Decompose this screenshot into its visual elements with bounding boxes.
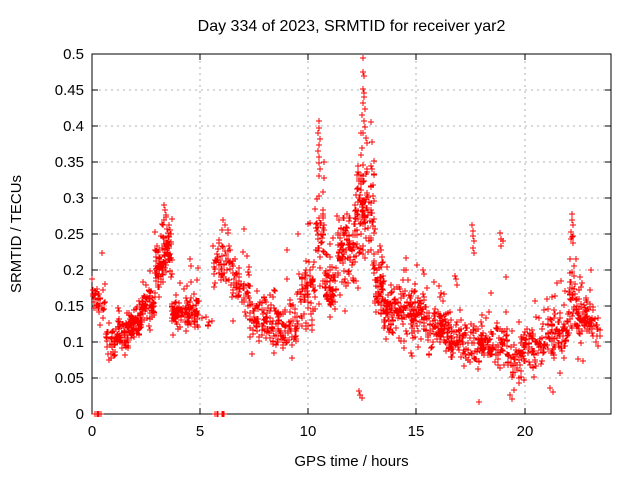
chart-title: Day 334 of 2023, SRMTID for receiver yar… (198, 18, 506, 35)
y-tick-label: 0 (76, 406, 84, 423)
y-tick-label: 0.45 (55, 82, 84, 99)
y-tick-label: 0.3 (63, 190, 84, 207)
y-tick-label: 0.1 (63, 334, 84, 351)
y-tick-label: 0.35 (55, 154, 84, 171)
y-tick-label: 0.15 (55, 298, 84, 315)
tick-labels: 0 0.05 0.1 0.15 0.2 0.25 0.3 0.35 0.4 0.45 0.5 0 5 10… (55, 46, 534, 440)
y-tick-label: 0.2 (63, 262, 84, 279)
x-tick-label: 15 (408, 423, 425, 440)
x-tick-label: 5 (196, 423, 204, 440)
y-tick-label: 0.25 (55, 226, 84, 243)
y-tick-label: 0.5 (63, 46, 84, 63)
gridlines (93, 55, 610, 413)
x-tick-label: 0 (88, 423, 96, 440)
data-points-srmtid (89, 55, 603, 417)
plot-border (91, 53, 612, 415)
x-tick-label: 20 (517, 423, 534, 440)
x-axis-label: GPS time / hours (294, 453, 408, 470)
y-tick-label: 0.4 (63, 118, 84, 135)
y-axis-label: SRMTID / TECUs (8, 175, 25, 293)
y-tick-label: 0.05 (55, 370, 84, 387)
x-tick-label: 10 (300, 423, 317, 440)
